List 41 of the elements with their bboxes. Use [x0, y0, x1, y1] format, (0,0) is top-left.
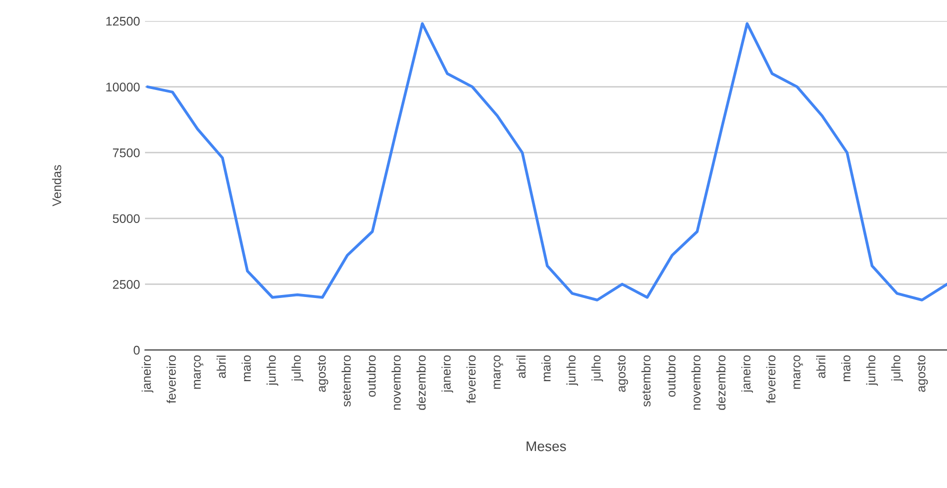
x-tick-label: dezembro	[716, 355, 726, 410]
x-axis-title: Meses	[526, 442, 566, 452]
x-tick-label: janeiro	[142, 355, 154, 393]
x-tick-label: agosto	[318, 355, 328, 392]
x-tick-label: novembro	[691, 355, 701, 410]
y-tick-label: 12500	[106, 16, 140, 26]
x-tick-label: fevereiro	[766, 355, 776, 404]
y-tick-label: 2500	[112, 280, 140, 289]
y-tick-label: 10000	[106, 82, 140, 92]
x-tick-label: janeiro	[741, 355, 753, 393]
x-tick-label: março	[194, 355, 204, 389]
x-tick-label: outubro	[366, 355, 376, 397]
x-tick-label: setembro	[641, 355, 651, 407]
y-tick-label: 0	[134, 346, 140, 355]
line-series	[146, 22, 947, 302]
x-tick-label: junho	[866, 355, 878, 386]
x-tick-label: janeiro	[441, 355, 454, 393]
x-tick-label: agosto	[917, 355, 928, 392]
x-tick-label: julho	[292, 355, 304, 382]
x-tick-label: junho	[566, 355, 578, 386]
x-tick-label: maio	[841, 355, 850, 382]
y-tick-label: 7500	[112, 148, 140, 158]
x-tick-label: abril	[816, 356, 826, 378]
x-tick-label: julho	[591, 355, 604, 382]
x-tick-label: fevereiro	[166, 355, 176, 404]
x-tick-label: dezembro	[416, 355, 426, 410]
x-tick-label: abril	[216, 356, 226, 378]
x-tick-label: maio	[541, 355, 551, 382]
x-tick-label: maio	[242, 355, 251, 382]
x-tick-label: abril	[516, 356, 526, 378]
y-tick-label: 5000	[112, 214, 140, 224]
x-tick-label: março	[794, 355, 803, 389]
x-tick-label: outubro	[666, 355, 676, 397]
x-tick-label: março	[494, 355, 504, 389]
x-tick-label: julho	[891, 355, 903, 382]
x-tick-label: setembro	[342, 355, 351, 407]
x-tick-label: fevereiro	[466, 355, 476, 404]
y-axis-title: Vendas	[52, 165, 62, 206]
x-tick-label: junho	[266, 355, 278, 386]
x-tick-label: agosto	[617, 355, 628, 392]
x-tick-label: novembro	[392, 355, 401, 410]
